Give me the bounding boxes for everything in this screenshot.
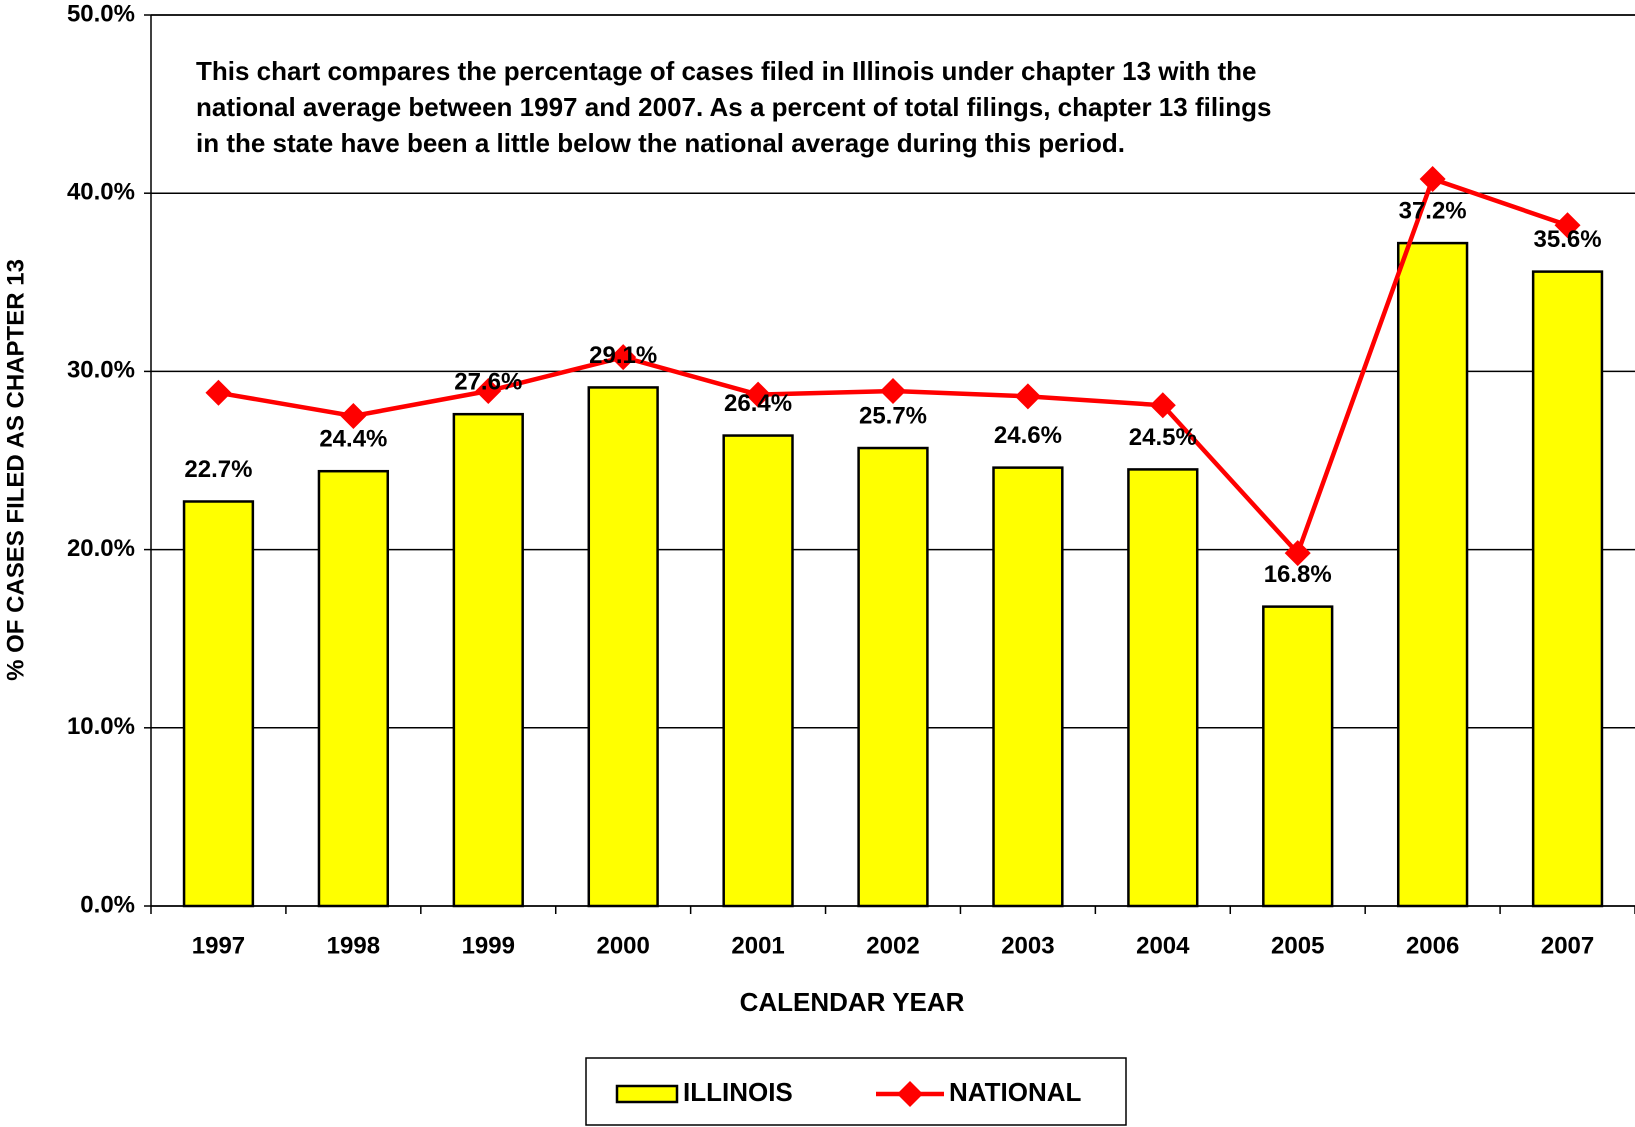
x-tick-label: 1998: [327, 932, 380, 959]
x-tick-label: 2005: [1271, 932, 1324, 959]
bar: [182, 500, 255, 908]
annotation: national average between 1997 and 2007. …: [196, 92, 1272, 122]
x-tick-label: 1999: [462, 932, 515, 959]
x-tick-label: 2004: [1136, 932, 1190, 959]
y-tick-label: 40.0%: [67, 179, 135, 206]
legend-label: ILLINOIS: [683, 1077, 793, 1107]
bar: [857, 446, 929, 908]
y-tick-label: 20.0%: [67, 535, 135, 562]
data-label: 22.7%: [184, 456, 252, 483]
x-tick-label: 1997: [192, 932, 245, 959]
bar: [992, 466, 1064, 908]
data-label: 24.6%: [994, 422, 1062, 449]
annotation: in the state have been a little below th…: [196, 128, 1125, 158]
y-tick-label: 50.0%: [67, 0, 135, 27]
legend-marker: [897, 1081, 923, 1107]
y-tick-label: 0.0%: [80, 891, 135, 918]
bar: [722, 434, 794, 908]
data-label: 27.6%: [454, 369, 522, 396]
data-label: 26.4%: [724, 390, 792, 417]
bar: [317, 469, 390, 908]
data-label: 29.1%: [589, 342, 657, 369]
marker: [205, 379, 232, 406]
marker: [1419, 165, 1446, 192]
marker: [1149, 392, 1176, 419]
marker: [610, 344, 637, 371]
data-label: 35.6%: [1534, 226, 1602, 253]
bar: [452, 412, 524, 908]
legend-label: NATIONAL: [949, 1077, 1082, 1107]
data-label: 16.8%: [1264, 561, 1332, 588]
data-label: 25.7%: [859, 402, 927, 429]
bar: [1262, 605, 1334, 908]
marker: [745, 381, 772, 408]
data-label: 37.2%: [1399, 197, 1467, 224]
marker: [475, 378, 502, 405]
y-tick-label: 30.0%: [67, 357, 135, 384]
x-tick-label: 2003: [1001, 932, 1054, 959]
bar: [587, 386, 659, 908]
x-tick-label: 2001: [731, 932, 784, 959]
marker: [340, 402, 367, 429]
marker: [1554, 212, 1581, 239]
bar: [1127, 468, 1199, 908]
y-axis-label: % OF CASES FILED AS CHAPTER 13: [2, 259, 29, 681]
bar: [1531, 270, 1604, 908]
y-tick-label: 10.0%: [67, 713, 135, 740]
x-axis-label: CALENDAR YEAR: [740, 987, 965, 1017]
x-tick-label: 2002: [866, 932, 919, 959]
bar: [1396, 241, 1469, 908]
marker: [880, 378, 906, 405]
annotation: This chart compares the percentage of ca…: [196, 56, 1257, 86]
data-label: 24.5%: [1129, 424, 1197, 451]
x-tick-label: 2006: [1406, 932, 1459, 959]
marker: [1284, 540, 1311, 567]
marker: [1014, 383, 1041, 410]
x-tick-label: 2000: [596, 932, 649, 959]
legend-swatch: [615, 1084, 679, 1104]
data-label: 24.4%: [319, 426, 387, 453]
x-tick-label: 2007: [1541, 932, 1594, 959]
